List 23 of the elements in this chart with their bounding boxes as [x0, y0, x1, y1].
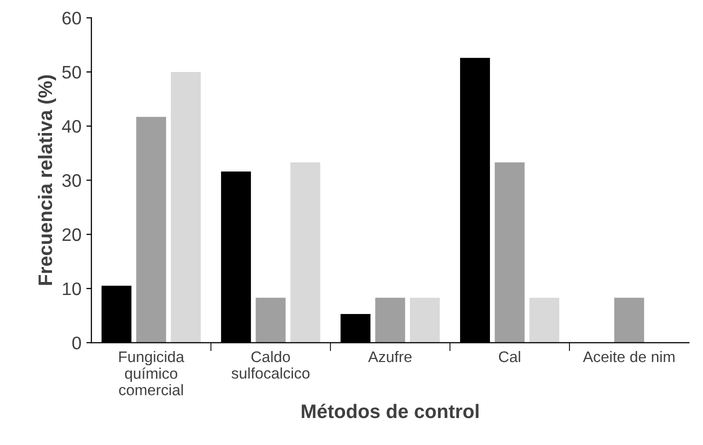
bar — [256, 298, 286, 343]
y-tick-label: 20 — [62, 228, 81, 242]
x-tick-label: Azufre — [368, 351, 412, 362]
bar — [375, 298, 406, 343]
y-tick-label: 60 — [62, 12, 81, 25]
x-tick-label: Aceite de nim — [582, 350, 674, 362]
x-tick-label: Caldo sulfocalcico — [232, 350, 310, 379]
bar — [136, 116, 166, 343]
y-tick-label: 10 — [62, 282, 81, 296]
bar — [494, 162, 525, 343]
bar — [614, 298, 644, 343]
bar — [170, 72, 201, 343]
y-tick-label: 40 — [62, 120, 81, 133]
x-tick-label: Fungicida químico comercial — [119, 350, 184, 396]
bar — [290, 162, 320, 343]
y-axis-title: Frecuencia relativa (%) — [38, 75, 56, 285]
y-tick-label: 50 — [62, 66, 81, 79]
x-tick-label: Cal — [498, 350, 520, 362]
x-axis-title: Métodos de control — [302, 404, 478, 418]
bar — [410, 298, 440, 343]
y-tick-label: 0 — [72, 336, 81, 350]
bar — [529, 298, 560, 343]
y-tick-label: 30 — [62, 174, 81, 187]
